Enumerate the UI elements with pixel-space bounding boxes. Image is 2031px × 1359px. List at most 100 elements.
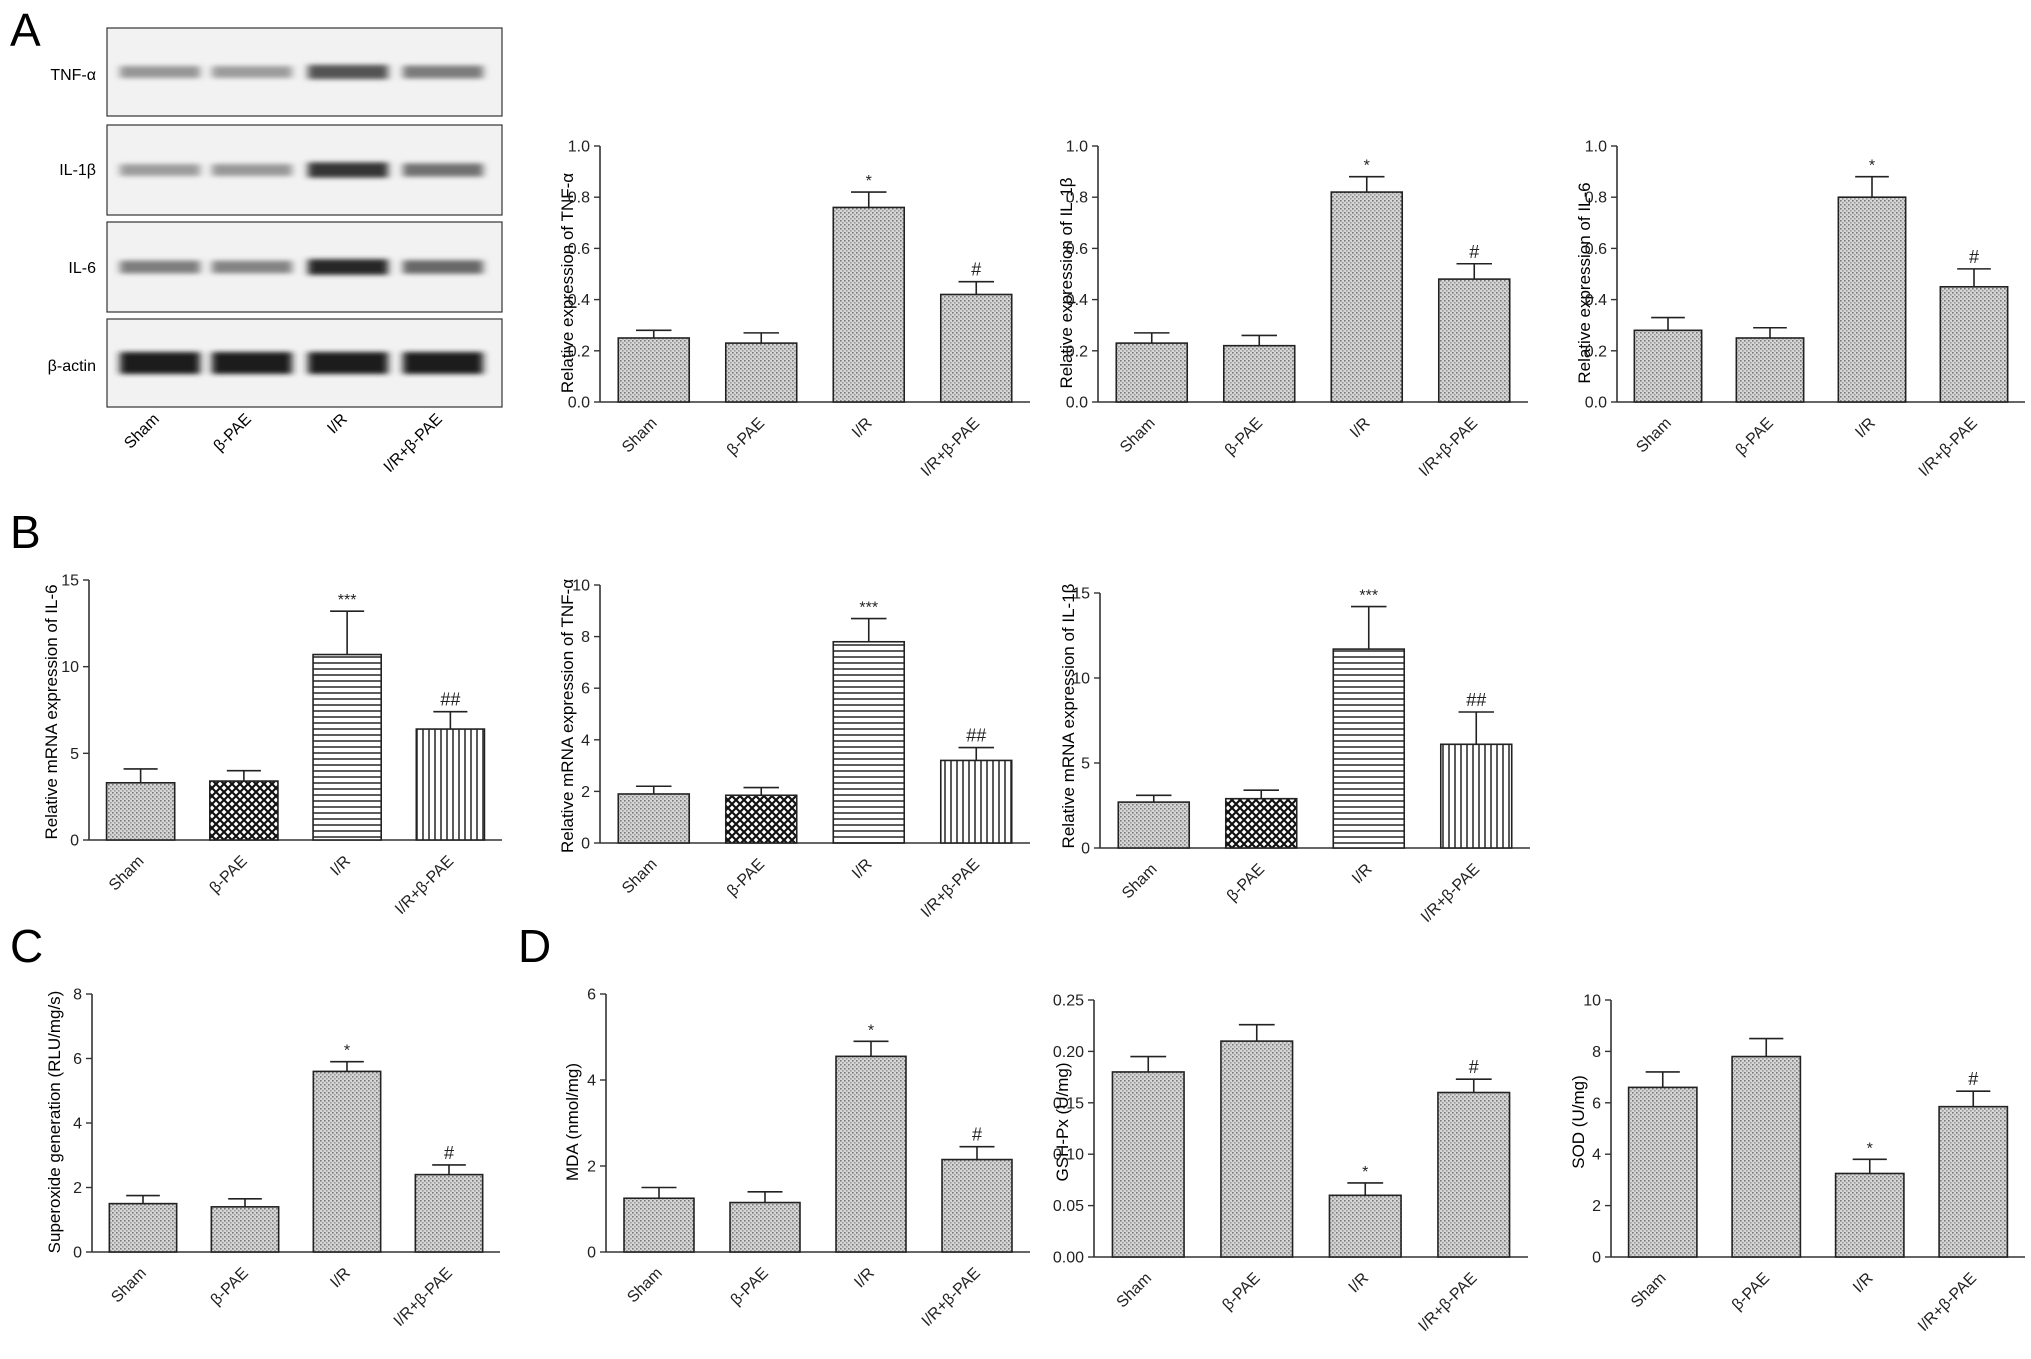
bar [1938,1105,2009,1258]
western-blot: TNF-α IL-1β IL-6 β-actin Sham β-PAE I/R … [48,27,503,476]
y-tick-label: 0.8 [568,190,590,207]
bar [1224,797,1298,849]
significance-mark: * [1869,158,1875,175]
significance-mark: # [1469,1057,1479,1077]
panel-label-a: A [10,4,41,56]
chart-a-il6: Relative expression of IL-6 0.0 0.2 0.4 0.6… [1575,139,2025,480]
category-label: β-PAE [1222,415,1266,459]
y-tick-label: 6 [581,681,590,698]
bar [1330,191,1404,403]
blot-band [308,259,388,275]
significance-mark: *** [859,600,878,617]
bar [1439,743,1513,849]
chart-a-tnf: Relative expression of TNF-α 0.0 0.2 0.4 0.… [558,139,1030,480]
y-tick-label: 0.4 [1585,292,1607,309]
category-label: Sham [619,856,661,898]
category-label: I/R+β-PAE [392,853,457,918]
bar [939,759,1013,844]
y-axis-label: Superoxide generation (RLU/mg/s) [45,991,64,1254]
bar [210,1206,280,1253]
y-tick-label: 15 [1072,586,1090,603]
chart-b-il6-mrna: Relative mRNA expression of IL-6 0 5 10 15 S… [42,573,502,918]
blot-lane-label: Sham [121,411,163,453]
bar [312,653,382,841]
significance-mark: *** [338,592,357,609]
bar [1627,1086,1698,1258]
bar [623,1197,695,1253]
y-tick-label: 10 [1072,671,1090,688]
y-axis-label: Relative mRNA expression of IL-6 [42,584,61,839]
y-tick-label: 0.0 [1066,395,1088,412]
category-label: Sham [1633,415,1675,457]
y-tick-label: 0.4 [1066,292,1088,309]
bar [1834,1172,1905,1258]
bar [1115,342,1189,403]
category-label: I/R+β-PAE [1415,1270,1480,1335]
blot-label-il6: IL-6 [68,260,96,277]
bar [108,1202,178,1253]
y-tick-label: 0.25 [1053,993,1084,1010]
blot-label-il1b: IL-1β [59,162,96,179]
blot-band [212,260,292,274]
category-label: β-PAE [724,856,768,900]
bar [1222,344,1296,403]
category-label: Sham [106,853,148,895]
y-tick-label: 0.8 [1585,190,1607,207]
y-tick-label: 5 [1081,756,1090,773]
category-label: I/R [1850,1270,1876,1296]
y-tick-label: 5 [70,746,79,763]
panel-label-d: D [518,920,551,972]
y-tick-label: 0.2 [1066,343,1088,360]
y-tick-label: 0.2 [568,343,590,360]
category-label: Sham [108,1265,150,1307]
significance-mark: # [972,1125,982,1145]
blot-band [403,65,483,79]
category-label: I/R [1347,415,1373,441]
y-tick-label: 8 [581,629,590,646]
category-label: Sham [1628,1270,1670,1312]
bar [1328,1194,1402,1258]
y-tick-label: 0.15 [1053,1095,1084,1112]
category-label: I/R [327,853,353,879]
bar [1731,1055,1802,1258]
category-label: I/R [849,415,875,441]
category-label: I/R+β-PAE [1916,415,1981,480]
y-tick-label: 4 [581,732,590,749]
y-tick-label: 10 [61,659,79,676]
category-label: I/R [1349,861,1375,887]
y-tick-label: 1.0 [568,139,590,156]
y-axis-label: Relative mRNA expression of IL-1β [1059,583,1078,848]
category-label: I/R+β-PAE [391,1265,456,1330]
blot-band [403,352,483,374]
bar [105,781,176,841]
y-tick-label: 0.20 [1053,1044,1084,1061]
category-label: I/R [849,856,875,882]
y-axis-label: Relative expression of IL-1β [1057,177,1076,388]
chart-a-il1b: Relative expression of IL-1β 0.0 0.2 0.4 0.… [1057,139,1528,480]
blot-band [212,163,292,177]
y-tick-label: 2 [73,1180,82,1197]
bar [415,728,486,841]
significance-mark: * [868,1022,874,1039]
category-label: Sham [1114,1270,1156,1312]
y-axis-label: MDA (nmol/mg) [563,1063,582,1181]
significance-mark: # [971,260,981,280]
category-label: β-PAE [724,415,768,459]
bar [414,1173,484,1253]
category-label: I/R+β-PAE [918,415,983,480]
bar [724,342,798,403]
bar [1735,337,1805,403]
category-label: I/R+β-PAE [1915,1270,1980,1335]
category-label: Sham [1117,415,1159,457]
bar [832,206,906,403]
bar [1437,278,1511,403]
significance-mark: *** [1359,588,1378,605]
significance-mark: ## [1466,690,1486,710]
blot-band [120,65,200,79]
chart-d-mda: MDA (nmol/mg) 0 2 4 6 Sham β-PAE * I/R # I/R+β-PA… [563,987,1030,1330]
category-label: I/R+β-PAE [919,1265,984,1330]
blot-band [120,260,200,274]
bar [1633,329,1703,403]
bar [209,780,279,841]
y-axis-label: Relative mRNA expression of TNF-α [558,579,577,853]
